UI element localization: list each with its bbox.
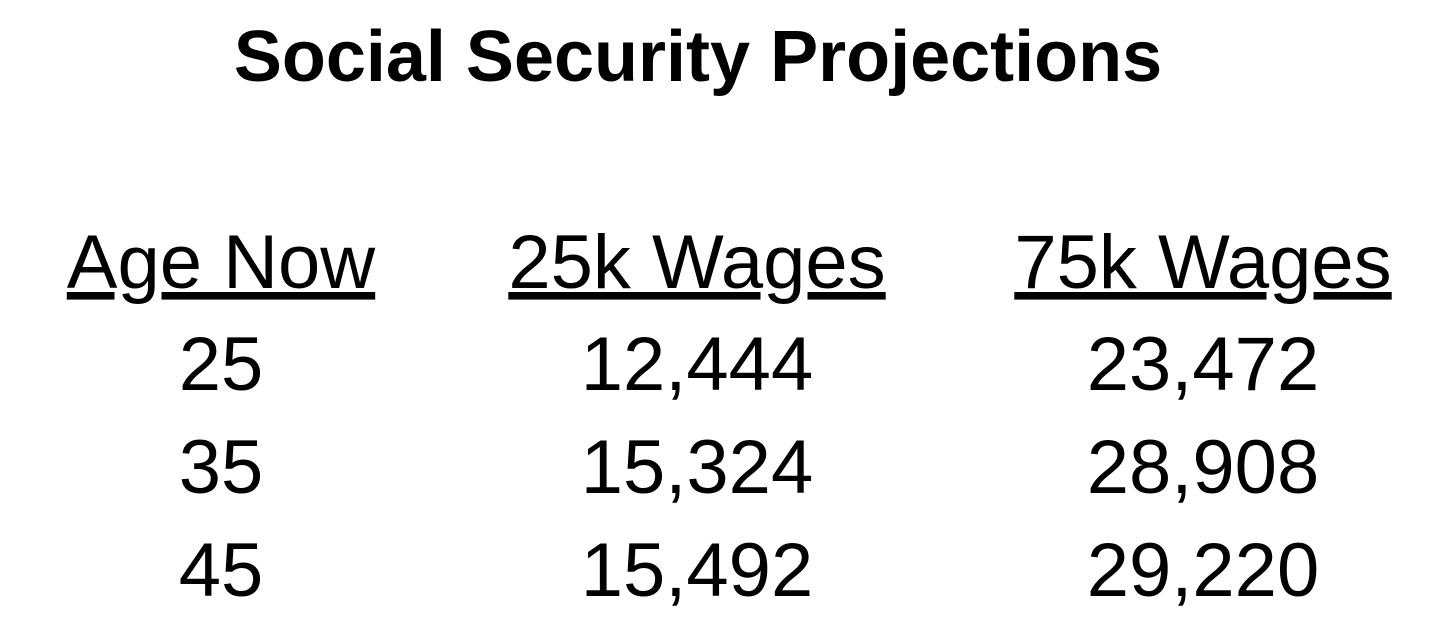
table-cell: 15,324	[581, 425, 813, 510]
table-cell: 29,220	[1087, 528, 1319, 613]
column-header: 75k Wages	[1014, 220, 1391, 305]
column-header: Age Now	[67, 220, 376, 305]
column-header: 25k Wages	[508, 220, 885, 305]
slide-title: Social Security Projections	[234, 17, 1162, 97]
table-cell: 15,492	[581, 528, 813, 613]
table-cell: 28,908	[1087, 425, 1319, 510]
table-cell: 35	[179, 425, 264, 510]
table-cell: 45	[179, 528, 264, 613]
table-cell: 12,444	[581, 322, 813, 407]
table-cell: 25	[179, 322, 264, 407]
table-cell: 23,472	[1087, 322, 1319, 407]
